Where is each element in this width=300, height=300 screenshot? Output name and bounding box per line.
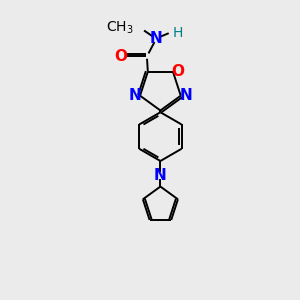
Text: N: N	[150, 31, 162, 46]
Text: N: N	[154, 168, 167, 183]
Text: N: N	[128, 88, 141, 103]
Text: N: N	[180, 88, 193, 103]
Text: O: O	[172, 64, 184, 79]
Text: H: H	[172, 26, 183, 40]
Text: CH$_3$: CH$_3$	[106, 20, 134, 36]
Text: O: O	[114, 49, 127, 64]
